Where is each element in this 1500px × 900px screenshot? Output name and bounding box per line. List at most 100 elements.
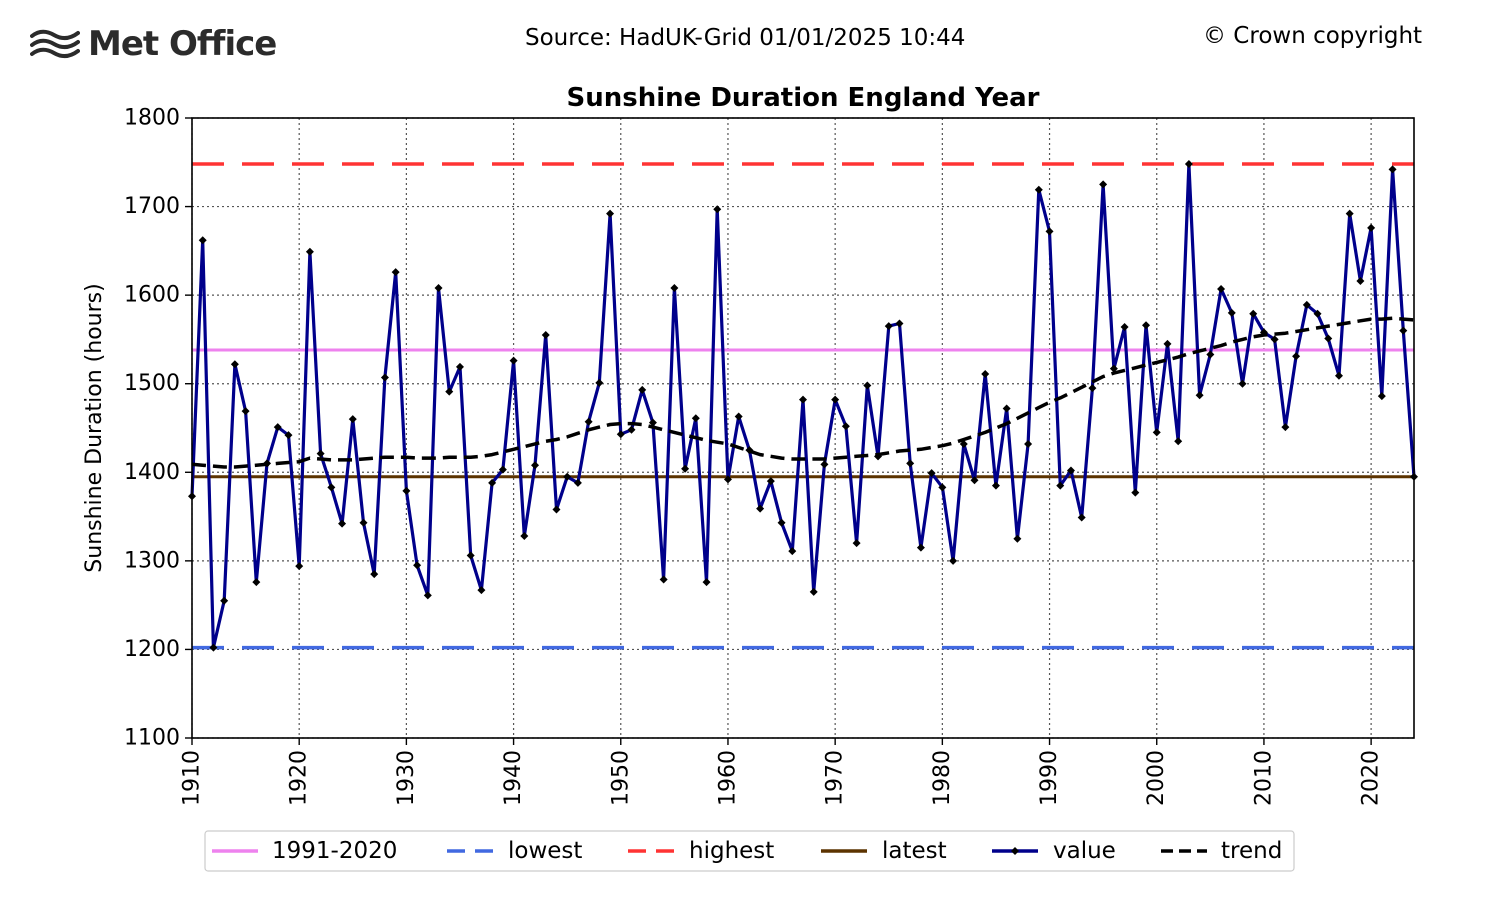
value-point — [863, 381, 872, 390]
value-point — [1356, 276, 1365, 285]
x-tick-label: 1950 — [608, 750, 633, 806]
y-tick-label: 1600 — [124, 283, 180, 308]
value-point — [1206, 350, 1215, 359]
value-point — [520, 532, 529, 541]
value-point — [380, 373, 389, 382]
value-point — [831, 395, 840, 404]
brand-name: Met Office — [88, 24, 277, 64]
value-point — [927, 469, 936, 478]
value-point — [445, 387, 454, 396]
value-point — [541, 331, 550, 339]
value-point — [1163, 339, 1172, 348]
value-point — [723, 475, 732, 484]
value-point — [970, 476, 979, 485]
x-axis-ticks: 1910 1920 1930 1940 1950 1960 1970 1980 1990 2000… — [180, 738, 1384, 806]
value-point — [1152, 428, 1161, 437]
value-point — [1313, 309, 1322, 318]
value-point — [498, 465, 507, 474]
value-point — [638, 385, 647, 394]
value-point — [327, 483, 336, 492]
value-point — [241, 407, 250, 416]
value-point — [552, 505, 561, 514]
value-point — [413, 561, 422, 570]
y-tick-label: 1100 — [124, 726, 180, 751]
value-point — [273, 423, 282, 432]
x-tick-label: 1960 — [715, 750, 740, 806]
value-point — [991, 481, 1000, 490]
value-point — [1013, 534, 1022, 543]
value-point — [691, 414, 700, 423]
value-point — [1399, 326, 1408, 335]
value-point — [1142, 321, 1151, 330]
legend-label: value — [1053, 838, 1116, 864]
value-point — [648, 418, 657, 427]
value-point — [1174, 437, 1183, 446]
value-point — [252, 578, 261, 587]
x-tick-label: 1910 — [180, 750, 205, 806]
data-series — [188, 160, 1418, 652]
value-point — [1345, 209, 1354, 218]
y-tick-label: 1800 — [124, 106, 180, 131]
value-point — [338, 519, 347, 528]
x-tick-label: 2020 — [1359, 750, 1384, 806]
legend: 1991-2020 lowest highest latest value trend — [204, 830, 1295, 872]
y-axis-ticks: 1100 1200 1300 1400 1500 1600 1700 1800 — [124, 106, 192, 751]
plot-border — [191, 117, 1415, 739]
legend-item-highest: highest — [628, 838, 774, 864]
value-point — [595, 378, 604, 387]
value-point — [1184, 160, 1193, 169]
value-point — [402, 486, 411, 495]
value-point — [1109, 364, 1118, 373]
value-point — [295, 562, 304, 571]
value-point — [788, 547, 797, 556]
value-point — [949, 556, 958, 565]
y-axis-label: Sunshine Duration (hours) — [82, 283, 107, 572]
value-point — [1217, 284, 1226, 293]
legend-item-trend: trend — [1161, 838, 1282, 864]
value-point — [1077, 513, 1086, 522]
y-tick-label: 1400 — [124, 460, 180, 485]
value-point — [220, 596, 229, 605]
value-point — [477, 586, 486, 595]
value-point — [423, 591, 432, 600]
plot-frame — [191, 117, 1415, 739]
chart-title: Sunshine Duration England Year — [566, 83, 1039, 113]
value-point — [616, 430, 625, 439]
value-point — [573, 478, 582, 487]
value-point — [1045, 227, 1054, 236]
value-point — [1334, 371, 1343, 380]
value-point — [1388, 165, 1397, 174]
value-point — [906, 459, 915, 468]
value-point — [766, 477, 775, 486]
source-text: Source: HadUK-Grid 01/01/2025 10:44 — [525, 25, 966, 51]
value-point — [1056, 481, 1065, 490]
legend-label: 1991-2020 — [272, 838, 397, 864]
legend-label: latest — [882, 838, 947, 864]
value-point — [884, 322, 893, 331]
value-point — [1034, 185, 1043, 194]
x-tick-label: 2000 — [1144, 750, 1169, 806]
value-point — [1270, 335, 1279, 344]
value-point — [370, 570, 379, 579]
value-point — [466, 551, 475, 560]
y-tick-label: 1200 — [124, 637, 180, 662]
value-point — [1120, 323, 1129, 332]
value-point — [981, 369, 990, 378]
value-point — [509, 356, 518, 365]
met-office-logo: Met Office — [30, 22, 277, 66]
legend-label: lowest — [508, 838, 582, 864]
value-point — [455, 362, 464, 371]
value-point — [809, 587, 818, 596]
value-point — [1324, 334, 1333, 343]
y-tick-label: 1300 — [124, 548, 180, 573]
value-point — [1195, 391, 1204, 400]
value-point — [938, 483, 947, 492]
x-tick-label: 2010 — [1251, 750, 1276, 806]
x-tick-label: 1920 — [287, 750, 312, 806]
value-point — [1377, 392, 1386, 401]
value-point — [799, 395, 807, 404]
value-point — [1367, 223, 1376, 232]
value-point — [681, 464, 690, 473]
value-point — [584, 417, 593, 426]
